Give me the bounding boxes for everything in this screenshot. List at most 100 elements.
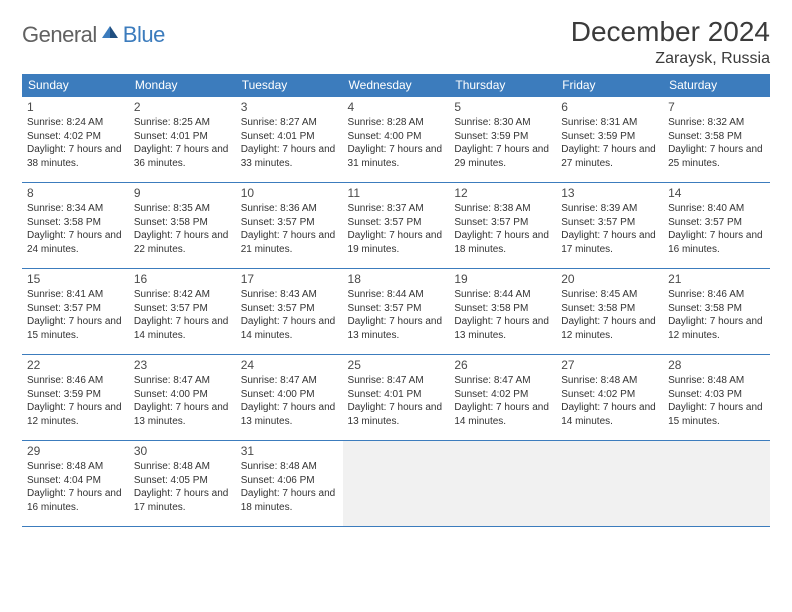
calendar-cell: 25Sunrise: 8:47 AMSunset: 4:01 PMDayligh… <box>343 355 450 441</box>
sunset-line: Sunset: 3:59 PM <box>454 130 551 144</box>
sunrise-line: Sunrise: 8:30 AM <box>454 116 551 130</box>
sunrise-line: Sunrise: 8:24 AM <box>27 116 124 130</box>
sunrise-line: Sunrise: 8:35 AM <box>134 202 231 216</box>
sunset-line: Sunset: 4:02 PM <box>561 388 658 402</box>
sunrise-line: Sunrise: 8:25 AM <box>134 116 231 130</box>
calendar-cell: 27Sunrise: 8:48 AMSunset: 4:02 PMDayligh… <box>556 355 663 441</box>
sunrise-line: Sunrise: 8:46 AM <box>27 374 124 388</box>
calendar-cell: 19Sunrise: 8:44 AMSunset: 3:58 PMDayligh… <box>449 269 556 355</box>
day-number: 23 <box>134 358 231 372</box>
daylight-line: Daylight: 7 hours and 17 minutes. <box>134 487 231 514</box>
day-number: 26 <box>454 358 551 372</box>
sunset-line: Sunset: 3:58 PM <box>668 130 765 144</box>
sunrise-line: Sunrise: 8:27 AM <box>241 116 338 130</box>
sunset-line: Sunset: 4:01 PM <box>134 130 231 144</box>
day-number: 19 <box>454 272 551 286</box>
calendar-cell: 18Sunrise: 8:44 AMSunset: 3:57 PMDayligh… <box>343 269 450 355</box>
calendar-cell: 2Sunrise: 8:25 AMSunset: 4:01 PMDaylight… <box>129 97 236 183</box>
daylight-line: Daylight: 7 hours and 13 minutes. <box>241 401 338 428</box>
sunset-line: Sunset: 4:03 PM <box>668 388 765 402</box>
sunrise-line: Sunrise: 8:28 AM <box>348 116 445 130</box>
sunset-line: Sunset: 3:57 PM <box>348 216 445 230</box>
daylight-line: Daylight: 7 hours and 29 minutes. <box>454 143 551 170</box>
sunrise-line: Sunrise: 8:47 AM <box>241 374 338 388</box>
daylight-line: Daylight: 7 hours and 16 minutes. <box>668 229 765 256</box>
sunrise-line: Sunrise: 8:38 AM <box>454 202 551 216</box>
sunrise-line: Sunrise: 8:32 AM <box>668 116 765 130</box>
title-block: December 2024 Zaraysk, Russia <box>571 16 770 68</box>
sunrise-line: Sunrise: 8:48 AM <box>134 460 231 474</box>
calendar-cell: 30Sunrise: 8:48 AMSunset: 4:05 PMDayligh… <box>129 441 236 527</box>
sunset-line: Sunset: 4:01 PM <box>348 388 445 402</box>
sunset-line: Sunset: 4:02 PM <box>454 388 551 402</box>
sunset-line: Sunset: 4:06 PM <box>241 474 338 488</box>
day-number: 28 <box>668 358 765 372</box>
sunset-line: Sunset: 3:58 PM <box>454 302 551 316</box>
sunrise-line: Sunrise: 8:47 AM <box>454 374 551 388</box>
sunrise-line: Sunrise: 8:36 AM <box>241 202 338 216</box>
sunset-line: Sunset: 3:58 PM <box>134 216 231 230</box>
calendar-cell: 16Sunrise: 8:42 AMSunset: 3:57 PMDayligh… <box>129 269 236 355</box>
sunrise-line: Sunrise: 8:48 AM <box>27 460 124 474</box>
day-number: 17 <box>241 272 338 286</box>
sunrise-line: Sunrise: 8:48 AM <box>668 374 765 388</box>
daylight-line: Daylight: 7 hours and 33 minutes. <box>241 143 338 170</box>
day-number: 7 <box>668 100 765 114</box>
daylight-line: Daylight: 7 hours and 27 minutes. <box>561 143 658 170</box>
daylight-line: Daylight: 7 hours and 38 minutes. <box>27 143 124 170</box>
header: General Blue December 2024 Zaraysk, Russ… <box>22 16 770 68</box>
col-sun: Sunday <box>22 74 129 97</box>
calendar-cell <box>556 441 663 527</box>
calendar-row: 22Sunrise: 8:46 AMSunset: 3:59 PMDayligh… <box>22 355 770 441</box>
sunrise-line: Sunrise: 8:39 AM <box>561 202 658 216</box>
day-number: 20 <box>561 272 658 286</box>
col-mon: Monday <box>129 74 236 97</box>
daylight-line: Daylight: 7 hours and 15 minutes. <box>668 401 765 428</box>
calendar-row: 8Sunrise: 8:34 AMSunset: 3:58 PMDaylight… <box>22 183 770 269</box>
sunrise-line: Sunrise: 8:37 AM <box>348 202 445 216</box>
sunrise-line: Sunrise: 8:46 AM <box>668 288 765 302</box>
calendar-cell: 6Sunrise: 8:31 AMSunset: 3:59 PMDaylight… <box>556 97 663 183</box>
daylight-line: Daylight: 7 hours and 22 minutes. <box>134 229 231 256</box>
sunset-line: Sunset: 3:57 PM <box>27 302 124 316</box>
daylight-line: Daylight: 7 hours and 25 minutes. <box>668 143 765 170</box>
col-sat: Saturday <box>663 74 770 97</box>
sunrise-line: Sunrise: 8:47 AM <box>348 374 445 388</box>
daylight-line: Daylight: 7 hours and 14 minutes. <box>241 315 338 342</box>
sunrise-line: Sunrise: 8:42 AM <box>134 288 231 302</box>
daylight-line: Daylight: 7 hours and 21 minutes. <box>241 229 338 256</box>
logo-text-blue: Blue <box>123 22 165 48</box>
sunrise-line: Sunrise: 8:41 AM <box>27 288 124 302</box>
daylight-line: Daylight: 7 hours and 12 minutes. <box>668 315 765 342</box>
calendar-cell: 17Sunrise: 8:43 AMSunset: 3:57 PMDayligh… <box>236 269 343 355</box>
day-number: 4 <box>348 100 445 114</box>
sunrise-line: Sunrise: 8:40 AM <box>668 202 765 216</box>
daylight-line: Daylight: 7 hours and 13 minutes. <box>348 401 445 428</box>
location: Zaraysk, Russia <box>571 50 770 68</box>
sunset-line: Sunset: 4:00 PM <box>348 130 445 144</box>
sunrise-line: Sunrise: 8:48 AM <box>241 460 338 474</box>
calendar-cell: 24Sunrise: 8:47 AMSunset: 4:00 PMDayligh… <box>236 355 343 441</box>
day-number: 10 <box>241 186 338 200</box>
calendar-cell: 29Sunrise: 8:48 AMSunset: 4:04 PMDayligh… <box>22 441 129 527</box>
sunset-line: Sunset: 3:59 PM <box>561 130 658 144</box>
sunset-line: Sunset: 3:57 PM <box>348 302 445 316</box>
daylight-line: Daylight: 7 hours and 18 minutes. <box>454 229 551 256</box>
col-wed: Wednesday <box>343 74 450 97</box>
day-number: 14 <box>668 186 765 200</box>
day-number: 22 <box>27 358 124 372</box>
col-tue: Tuesday <box>236 74 343 97</box>
day-number: 11 <box>348 186 445 200</box>
sunset-line: Sunset: 4:01 PM <box>241 130 338 144</box>
daylight-line: Daylight: 7 hours and 18 minutes. <box>241 487 338 514</box>
day-number: 12 <box>454 186 551 200</box>
sunrise-line: Sunrise: 8:43 AM <box>241 288 338 302</box>
daylight-line: Daylight: 7 hours and 14 minutes. <box>561 401 658 428</box>
sunset-line: Sunset: 4:00 PM <box>241 388 338 402</box>
daylight-line: Daylight: 7 hours and 17 minutes. <box>561 229 658 256</box>
sunset-line: Sunset: 3:58 PM <box>27 216 124 230</box>
day-number: 1 <box>27 100 124 114</box>
calendar-cell: 26Sunrise: 8:47 AMSunset: 4:02 PMDayligh… <box>449 355 556 441</box>
calendar-cell: 10Sunrise: 8:36 AMSunset: 3:57 PMDayligh… <box>236 183 343 269</box>
day-number: 15 <box>27 272 124 286</box>
